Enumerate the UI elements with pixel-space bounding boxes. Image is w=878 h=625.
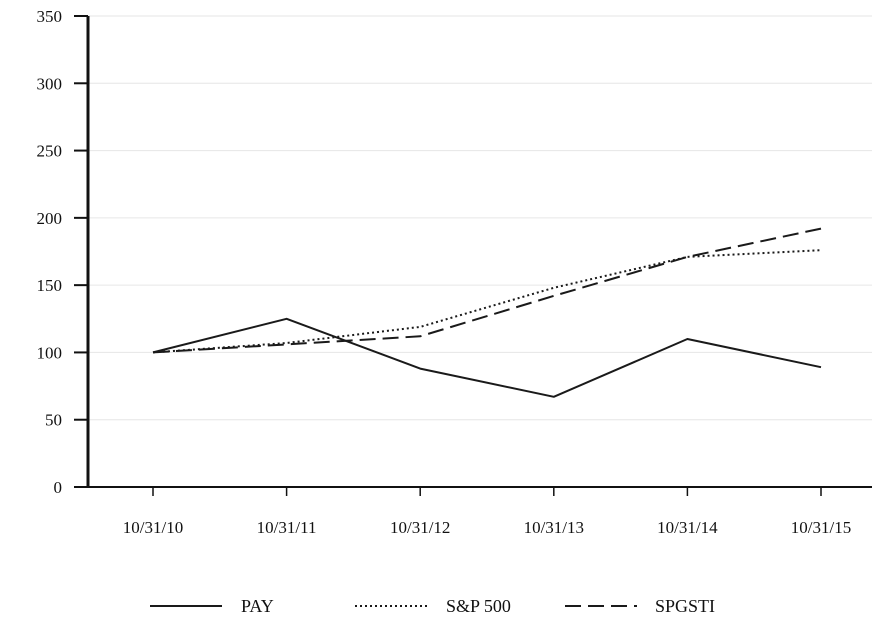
x-tick-label-2: 10/31/12 xyxy=(390,518,450,537)
legend-label-pay: PAY xyxy=(241,596,274,616)
x-axis-ticks: 10/31/10 10/31/11 10/31/12 10/31/13 10/31/14… xyxy=(123,487,851,537)
y-tick-label-350: 350 xyxy=(37,7,63,26)
x-tick-label-0: 10/31/10 xyxy=(123,518,183,537)
series-line-s-p-500 xyxy=(152,249,822,354)
legend: PAY S&P 500 SPGSTI xyxy=(150,596,715,616)
x-tick-label-5: 10/31/15 xyxy=(791,518,851,537)
series-lines xyxy=(152,227,822,398)
y-tick-label-200: 200 xyxy=(37,209,63,228)
gridlines xyxy=(88,15,872,421)
y-tick-label-150: 150 xyxy=(37,276,63,295)
x-tick-label-1: 10/31/11 xyxy=(257,518,317,537)
axes xyxy=(86,16,872,488)
y-tick-label-250: 250 xyxy=(37,142,63,161)
series-line-pay xyxy=(152,317,822,398)
y-tick-label-300: 300 xyxy=(37,74,63,93)
y-axis-ticks: 0 50 100 150 200 250 300 350 xyxy=(37,7,88,497)
y-tick-label-100: 100 xyxy=(37,343,63,362)
x-tick-label-3: 10/31/13 xyxy=(524,518,584,537)
x-tick-label-4: 10/31/14 xyxy=(657,518,718,537)
legend-label-s-p-500: S&P 500 xyxy=(446,596,511,616)
legend-label-spgsti: SPGSTI xyxy=(655,596,715,616)
series-line-spgsti xyxy=(152,227,822,354)
y-tick-label-0: 0 xyxy=(54,478,63,497)
y-tick-label-50: 50 xyxy=(45,411,62,430)
